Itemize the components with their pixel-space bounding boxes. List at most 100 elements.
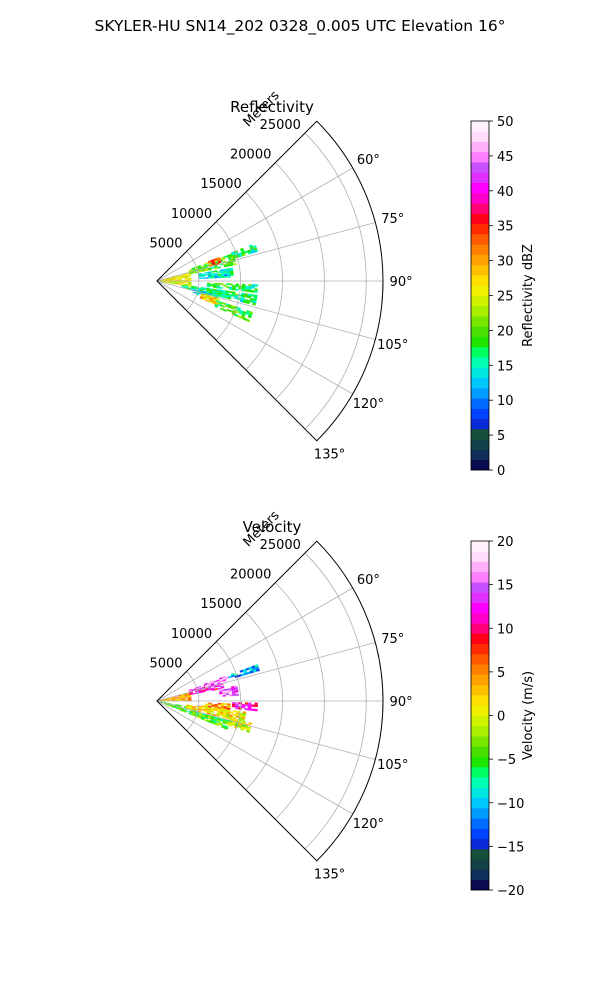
radar-cell bbox=[254, 284, 259, 287]
azimuth-tick-label: 75° bbox=[381, 632, 404, 647]
radar-cell bbox=[240, 727, 245, 731]
radar-cell bbox=[219, 286, 223, 289]
polar-grid bbox=[156, 552, 383, 850]
radar-cell bbox=[241, 705, 246, 709]
radar-cell bbox=[178, 278, 182, 280]
radar-cell bbox=[170, 706, 175, 709]
radar-cell bbox=[254, 702, 258, 706]
radar-cell bbox=[224, 688, 229, 691]
radar-cell bbox=[204, 274, 209, 276]
radar-cell bbox=[244, 289, 249, 292]
radar-cell bbox=[184, 278, 189, 280]
colorbar-segment bbox=[471, 684, 489, 696]
radar-cell bbox=[223, 275, 228, 278]
colorbar-tick-label: 45 bbox=[497, 150, 514, 165]
azimuth-tick-label: 60° bbox=[357, 573, 380, 588]
colorbar-segment bbox=[471, 551, 489, 562]
azimuth-tick-label: 135° bbox=[314, 448, 345, 463]
colorbar-segment bbox=[471, 326, 489, 337]
radar-cell bbox=[247, 295, 252, 299]
radar-cell bbox=[224, 726, 228, 730]
colorbar-segment bbox=[471, 694, 489, 706]
colorbar-segment bbox=[471, 285, 489, 296]
colorbar-segment bbox=[471, 192, 489, 204]
radar-cell bbox=[219, 283, 224, 285]
azimuth-tick-label: 90° bbox=[390, 695, 413, 710]
radar-cell bbox=[251, 704, 255, 707]
colorbar-segment bbox=[471, 459, 489, 471]
colorbar-segment bbox=[471, 408, 489, 420]
radar-cell bbox=[246, 729, 251, 733]
colorbar-label: Velocity (m/s) bbox=[521, 671, 536, 760]
radar-cell bbox=[228, 691, 233, 694]
colorbar-segment bbox=[471, 233, 489, 245]
colorbar-tick-label: 0 bbox=[497, 464, 505, 479]
colorbar-segment bbox=[471, 602, 489, 614]
panel-title: Velocity bbox=[243, 518, 302, 536]
azimuth-tick-label: 75° bbox=[381, 212, 404, 227]
colorbar-segment bbox=[471, 264, 489, 276]
colorbar-segment bbox=[471, 316, 489, 327]
radar-cell bbox=[216, 714, 220, 717]
colorbar-tick-label: −5 bbox=[497, 753, 516, 768]
radar-cell bbox=[228, 694, 233, 697]
radial-tick-label: 25000 bbox=[260, 118, 301, 133]
colorbar: −20 −15 −10 −5 0 5 10 15 20 Velocity (m/s) bbox=[470, 535, 536, 899]
radar-cell bbox=[208, 703, 212, 706]
radar-cell bbox=[201, 275, 206, 278]
radar-cell bbox=[208, 277, 212, 279]
colorbar-segment bbox=[471, 131, 489, 142]
colorbar-tick-label: 10 bbox=[497, 622, 514, 637]
radar-cell bbox=[222, 694, 227, 697]
radar-cell bbox=[214, 276, 219, 279]
radial-tick-label: 10000 bbox=[171, 207, 212, 222]
colorbar-segment bbox=[471, 439, 489, 450]
radar-cell bbox=[238, 702, 243, 705]
radar-cell bbox=[233, 710, 237, 713]
colorbar-tick-label: 0 bbox=[497, 710, 505, 725]
radar-cell bbox=[220, 276, 225, 279]
radar-cell bbox=[221, 257, 226, 261]
radar-cell bbox=[247, 314, 252, 319]
radar-cell bbox=[216, 286, 220, 289]
colorbar-segment bbox=[471, 736, 489, 747]
polar-panel-velocity: Velocity500010000150002000025000Meters60… bbox=[149, 508, 536, 899]
radar-cell bbox=[231, 288, 236, 291]
radial-tick-label: 20000 bbox=[230, 148, 271, 163]
radar-cell bbox=[232, 262, 237, 266]
colorbar-segment bbox=[471, 746, 489, 757]
colorbar-segment bbox=[471, 346, 489, 358]
colorbar-segment bbox=[471, 705, 489, 716]
colorbar-segment bbox=[471, 428, 489, 440]
radar-cell bbox=[181, 282, 186, 284]
azimuth-tick-label: 90° bbox=[390, 275, 413, 290]
polar-outline bbox=[156, 540, 384, 862]
azimuth-spoke bbox=[156, 587, 353, 702]
colorbar-segment bbox=[471, 879, 489, 891]
colorbar-segment bbox=[471, 766, 489, 778]
radar-cell bbox=[209, 284, 214, 287]
radar-cell bbox=[177, 705, 182, 707]
radar-cell bbox=[251, 286, 255, 289]
azimuth-tick-label: 135° bbox=[314, 868, 345, 883]
radar-cell bbox=[241, 283, 246, 287]
radar-cell bbox=[246, 301, 250, 305]
radar-cell bbox=[185, 707, 189, 710]
radar-cell bbox=[235, 693, 239, 696]
radar-cell bbox=[234, 690, 239, 693]
polar-panel-reflectivity: Reflectivity500010000150002000025000Mete… bbox=[149, 88, 536, 479]
radar-cell bbox=[191, 708, 195, 711]
colorbar-segment bbox=[471, 582, 489, 593]
radar-cell bbox=[254, 290, 258, 294]
colorbar-segment bbox=[471, 571, 489, 583]
radar-cell bbox=[241, 253, 246, 257]
colorbar-tick-label: −15 bbox=[497, 840, 524, 855]
colorbar-segment bbox=[471, 787, 489, 799]
figure-suptitle: SKYLER-HU SN14_202 0328_0.005 UTC Elevat… bbox=[95, 17, 506, 36]
radar-cell bbox=[215, 723, 220, 727]
colorbar-segment bbox=[471, 141, 489, 153]
colorbar-segment bbox=[471, 859, 489, 870]
radar-cell bbox=[229, 283, 233, 286]
radar-cell bbox=[255, 668, 260, 672]
colorbar-segment bbox=[471, 274, 489, 286]
